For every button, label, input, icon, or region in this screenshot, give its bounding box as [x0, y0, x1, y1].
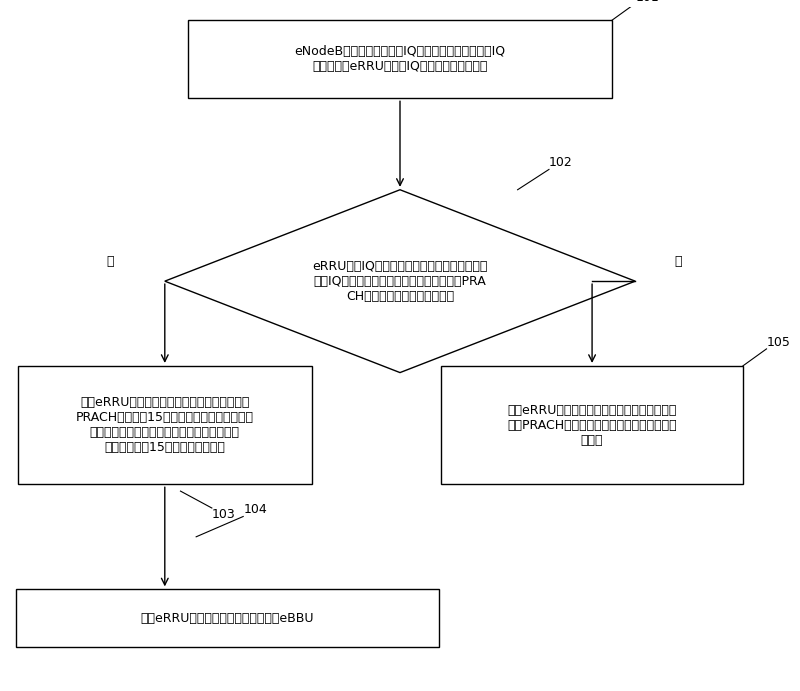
Text: eNodeB的各天线分别接收IQ数据，并将各自接收的IQ
数据发送给eRRU，所述IQ数据中携带时频信息: eNodeB的各天线分别接收IQ数据，并将各自接收的IQ 数据发送给eRRU，所…	[294, 46, 506, 73]
Text: 105: 105	[766, 336, 790, 349]
Text: 104: 104	[243, 504, 267, 516]
Text: 所述eRRU将量化处理后的数据发送给eBBU: 所述eRRU将量化处理后的数据发送给eBBU	[141, 612, 314, 625]
Text: eRRU根据IQ数据携带的时频信息判断各天线发
来的IQ数据是否为需要进行预定量化处理的PRA
CH信息或业务信道的数据信息: eRRU根据IQ数据携带的时频信息判断各天线发 来的IQ数据是否为需要进行预定量…	[312, 260, 488, 303]
Bar	[18, 366, 312, 484]
Bar	[16, 589, 439, 647]
Bar	[441, 366, 743, 484]
Text: 是: 是	[106, 254, 114, 267]
Text: 103: 103	[212, 508, 235, 521]
Text: 101: 101	[635, 0, 659, 3]
Text: 所述eRRU对判断出的不是需要进行预定量化处
理的PRACH信息或业务信道的数据信息进行丢
弃处理: 所述eRRU对判断出的不是需要进行预定量化处 理的PRACH信息或业务信道的数据…	[507, 404, 677, 446]
Text: 否: 否	[674, 254, 682, 267]
Text: 102: 102	[549, 156, 573, 169]
Text: 所述eRRU将判断出的需要进行预定量化处理的
PRACH信息采用15比特进行量化处理；将判断
出的需要进行预定量化处理的业务信道的数据
信息采用小于15比特进行: 所述eRRU将判断出的需要进行预定量化处理的 PRACH信息采用15比特进行量化…	[76, 396, 254, 454]
Polygon shape	[165, 190, 635, 372]
Bar	[188, 21, 612, 98]
